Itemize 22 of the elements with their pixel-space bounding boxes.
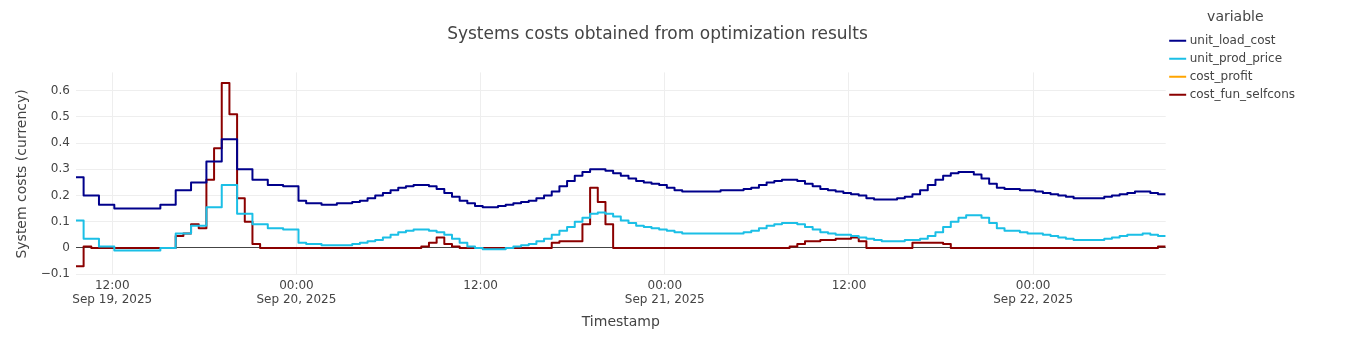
y-tick-label: 0.2 bbox=[50, 187, 70, 202]
legend-label: cost_profit bbox=[1189, 68, 1253, 83]
legend-label: unit_prod_price bbox=[1189, 50, 1283, 65]
legend-title: variable bbox=[1207, 7, 1264, 24]
legend-label: unit_load_cost bbox=[1189, 32, 1276, 47]
y-tick-label: 0.1 bbox=[50, 213, 70, 228]
x-axis-title: Timestamp bbox=[580, 313, 660, 330]
y-tick-label: −0.1 bbox=[40, 266, 70, 281]
x-tick-label: 12:00 bbox=[831, 277, 867, 292]
x-tick-label: 12:00 bbox=[463, 277, 498, 292]
y-tick-label: 0 bbox=[62, 240, 70, 255]
y-tick-label: 0.4 bbox=[50, 135, 70, 150]
x-tick-label: 00:00 Sep 21, 2025 bbox=[624, 277, 705, 307]
x-tick-label: 00:00 Sep 20, 2025 bbox=[256, 277, 337, 307]
chart-title: Systems costs obtained from optimization results bbox=[447, 22, 868, 43]
x-tick-label: 12:00 Sep 19, 2025 bbox=[72, 277, 153, 307]
legend-label: cost_fun_selfcons bbox=[1189, 86, 1296, 101]
y-tick-label: 0.5 bbox=[50, 109, 70, 124]
y-tick-label: 0.3 bbox=[50, 161, 70, 176]
x-tick-label: 00:00 Sep 22, 2025 bbox=[993, 277, 1074, 307]
y-axis-title: System costs (currency) bbox=[13, 89, 30, 259]
y-tick-label: 0.6 bbox=[50, 82, 70, 97]
